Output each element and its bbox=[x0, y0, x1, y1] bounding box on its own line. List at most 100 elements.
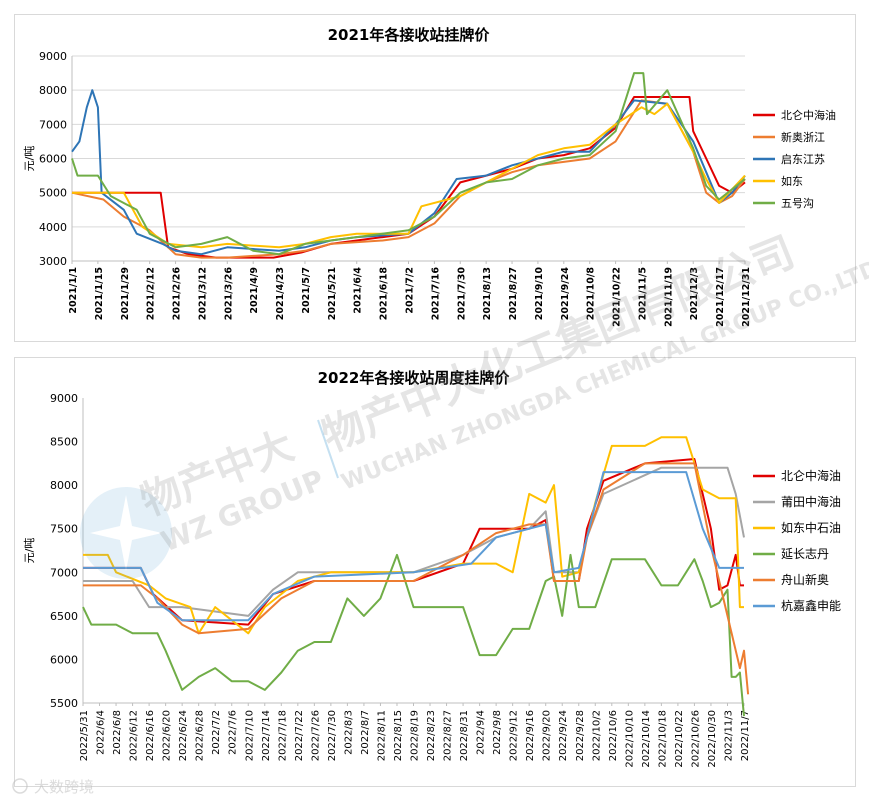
legend-label: 如东 bbox=[781, 174, 803, 188]
y-tick-label: 5000 bbox=[39, 187, 67, 200]
y-axis-label: 元/吨 bbox=[23, 146, 36, 172]
legend-label: 延长志丹 bbox=[781, 547, 829, 561]
y-tick-label: 7000 bbox=[50, 566, 78, 579]
x-tick-label: 2022/5/31 bbox=[79, 710, 90, 761]
x-tick-label: 2022/10/26 bbox=[690, 710, 701, 768]
x-tick-label: 2022/6/4 bbox=[96, 710, 107, 755]
legend-label: 舟山新奥 bbox=[781, 572, 829, 587]
chart-panel-2021: 2021年各接收站挂牌价 3000 4000 5000 6000 7000 8000 9000… bbox=[14, 14, 856, 342]
x-tick-label: 2022/7/2 bbox=[211, 710, 222, 755]
series-line bbox=[71, 72, 746, 256]
x-tick-label: 2022/9/12 bbox=[509, 710, 520, 761]
x-tick-label: 2022/8/19 bbox=[410, 710, 421, 761]
x-tick-label: 2021/4/23 bbox=[275, 267, 286, 320]
y-tick-label: 8000 bbox=[50, 479, 78, 492]
series-line bbox=[83, 471, 744, 622]
x-tick-label: 2022/8/7 bbox=[360, 710, 371, 755]
legend-label: 杭嘉鑫申能 bbox=[781, 598, 841, 613]
x-tick-label: 2022/7/26 bbox=[310, 710, 321, 761]
y-tick-label: 6500 bbox=[50, 610, 78, 623]
y-tick-label: 7000 bbox=[39, 118, 67, 131]
x-tick-label: 2021/5/7 bbox=[301, 267, 312, 314]
x-tick-label: 2022/6/28 bbox=[195, 710, 206, 761]
x-tick-label: 2021/8/13 bbox=[482, 267, 493, 320]
legend-label: 五号沟 bbox=[781, 197, 814, 210]
series-line bbox=[82, 553, 745, 717]
x-tick-label: 2021/7/16 bbox=[430, 267, 441, 321]
x-tick-label: 2021/3/26 bbox=[223, 267, 234, 321]
series-line bbox=[83, 436, 744, 635]
legend-label: 新奥浙江 bbox=[781, 130, 825, 144]
x-tick-label: 2022/6/12 bbox=[129, 710, 140, 761]
series-line bbox=[71, 89, 746, 256]
legend-label: 北仑中海油 bbox=[781, 468, 841, 483]
x-tick-label: 2022/10/22 bbox=[674, 710, 685, 768]
x-tick-label: 2021/12/31 bbox=[741, 267, 752, 327]
x-tick-label: 2021/11/19 bbox=[663, 267, 674, 327]
x-tick-label: 2021/6/18 bbox=[379, 267, 390, 321]
x-tick-label: 2021/1/15 bbox=[94, 267, 105, 320]
x-tick-label: 2022/7/14 bbox=[261, 710, 272, 761]
legend-label: 北仑中海油 bbox=[781, 108, 836, 122]
x-tick-label: 2022/9/28 bbox=[575, 710, 586, 761]
y-axis-label: 元/吨 bbox=[23, 538, 36, 564]
x-tick-label: 2022/7/6 bbox=[228, 710, 239, 755]
series-line bbox=[72, 102, 746, 249]
x-tick-label: 2021/4/9 bbox=[249, 267, 260, 314]
series-line bbox=[83, 466, 745, 617]
x-tick-label: 2021/10/8 bbox=[586, 267, 597, 321]
x-tick-label: 2022/8/27 bbox=[443, 710, 454, 761]
series-line bbox=[83, 462, 750, 695]
x-tick-label: 2021/12/3 bbox=[689, 267, 700, 320]
x-tick-label: 2022/8/3 bbox=[343, 710, 354, 755]
x-tick-label: 2022/6/8 bbox=[112, 710, 123, 755]
x-tick-label: 2022/9/20 bbox=[542, 710, 553, 761]
legend-label: 启东江苏 bbox=[781, 153, 825, 166]
series-line bbox=[83, 458, 744, 626]
y-tick-label: 9000 bbox=[39, 50, 67, 63]
x-tick-label: 2021/7/30 bbox=[456, 267, 467, 321]
x-tick-label: 2021/3/12 bbox=[197, 267, 208, 320]
x-tick-label: 2022/10/2 bbox=[591, 710, 602, 761]
y-tick-label: 5500 bbox=[50, 697, 78, 710]
x-tick-label: 2022/8/23 bbox=[426, 710, 437, 761]
x-tick-label: 2021/7/2 bbox=[405, 267, 416, 314]
x-tick-label: 2022/11/3 bbox=[723, 710, 734, 761]
y-tick-label: 3000 bbox=[39, 255, 67, 268]
x-tick-label: 2021/10/22 bbox=[612, 267, 623, 327]
x-tick-label: 2022/7/30 bbox=[327, 710, 338, 761]
y-tick-label: 8500 bbox=[50, 436, 78, 449]
x-tick-label: 2021/8/27 bbox=[508, 267, 519, 320]
x-tick-label: 2022/10/18 bbox=[657, 710, 668, 768]
x-tick-label: 2021/11/5 bbox=[637, 267, 648, 320]
x-tick-label: 2021/12/17 bbox=[715, 267, 726, 327]
y-tick-label: 7500 bbox=[50, 523, 78, 536]
x-tick-label: 2022/9/4 bbox=[476, 710, 487, 755]
chart-2022-weekly-prices: 2022年各接收站周度挂牌价 5500 6000 6500 7000 7500 8000 85… bbox=[23, 369, 841, 768]
chart-title: 2022年各接收站周度挂牌价 bbox=[318, 369, 511, 387]
x-tick-label: 2021/5/21 bbox=[327, 267, 338, 320]
x-tick-label: 2022/7/22 bbox=[294, 710, 305, 761]
y-tick-label: 4000 bbox=[39, 221, 67, 234]
x-tick-label: 2021/2/26 bbox=[172, 267, 183, 321]
x-tick-label: 2022/9/8 bbox=[492, 710, 503, 755]
x-tick-label: 2022/10/6 bbox=[608, 710, 619, 761]
x-tick-label: 2022/8/15 bbox=[393, 710, 404, 761]
x-tick-label: 2021/6/4 bbox=[353, 267, 364, 314]
x-tick-label: 2022/11/7 bbox=[740, 710, 751, 761]
x-tick-label: 2021/1/29 bbox=[120, 267, 131, 320]
x-tick-label: 2022/10/10 bbox=[624, 710, 635, 768]
y-tick-label: 9000 bbox=[50, 392, 78, 405]
y-tick-label: 6000 bbox=[50, 653, 78, 666]
chart-panel-2022: 2022年各接收站周度挂牌价 5500 6000 6500 7000 7500 8000 85… bbox=[14, 357, 856, 787]
legend-label: 莆田中海油 bbox=[781, 494, 841, 509]
x-tick-label: 2022/10/30 bbox=[707, 710, 718, 768]
x-tick-label: 2022/7/10 bbox=[244, 710, 255, 761]
x-tick-label: 2022/6/16 bbox=[145, 710, 156, 761]
y-tick-label: 8000 bbox=[39, 84, 67, 97]
chart-title: 2021年各接收站挂牌价 bbox=[328, 26, 491, 44]
x-tick-label: 2022/6/20 bbox=[162, 710, 173, 761]
x-tick-label: 2021/9/10 bbox=[534, 267, 545, 321]
x-tick-label: 2022/6/24 bbox=[178, 710, 189, 761]
x-tick-label: 2022/9/24 bbox=[558, 710, 569, 761]
